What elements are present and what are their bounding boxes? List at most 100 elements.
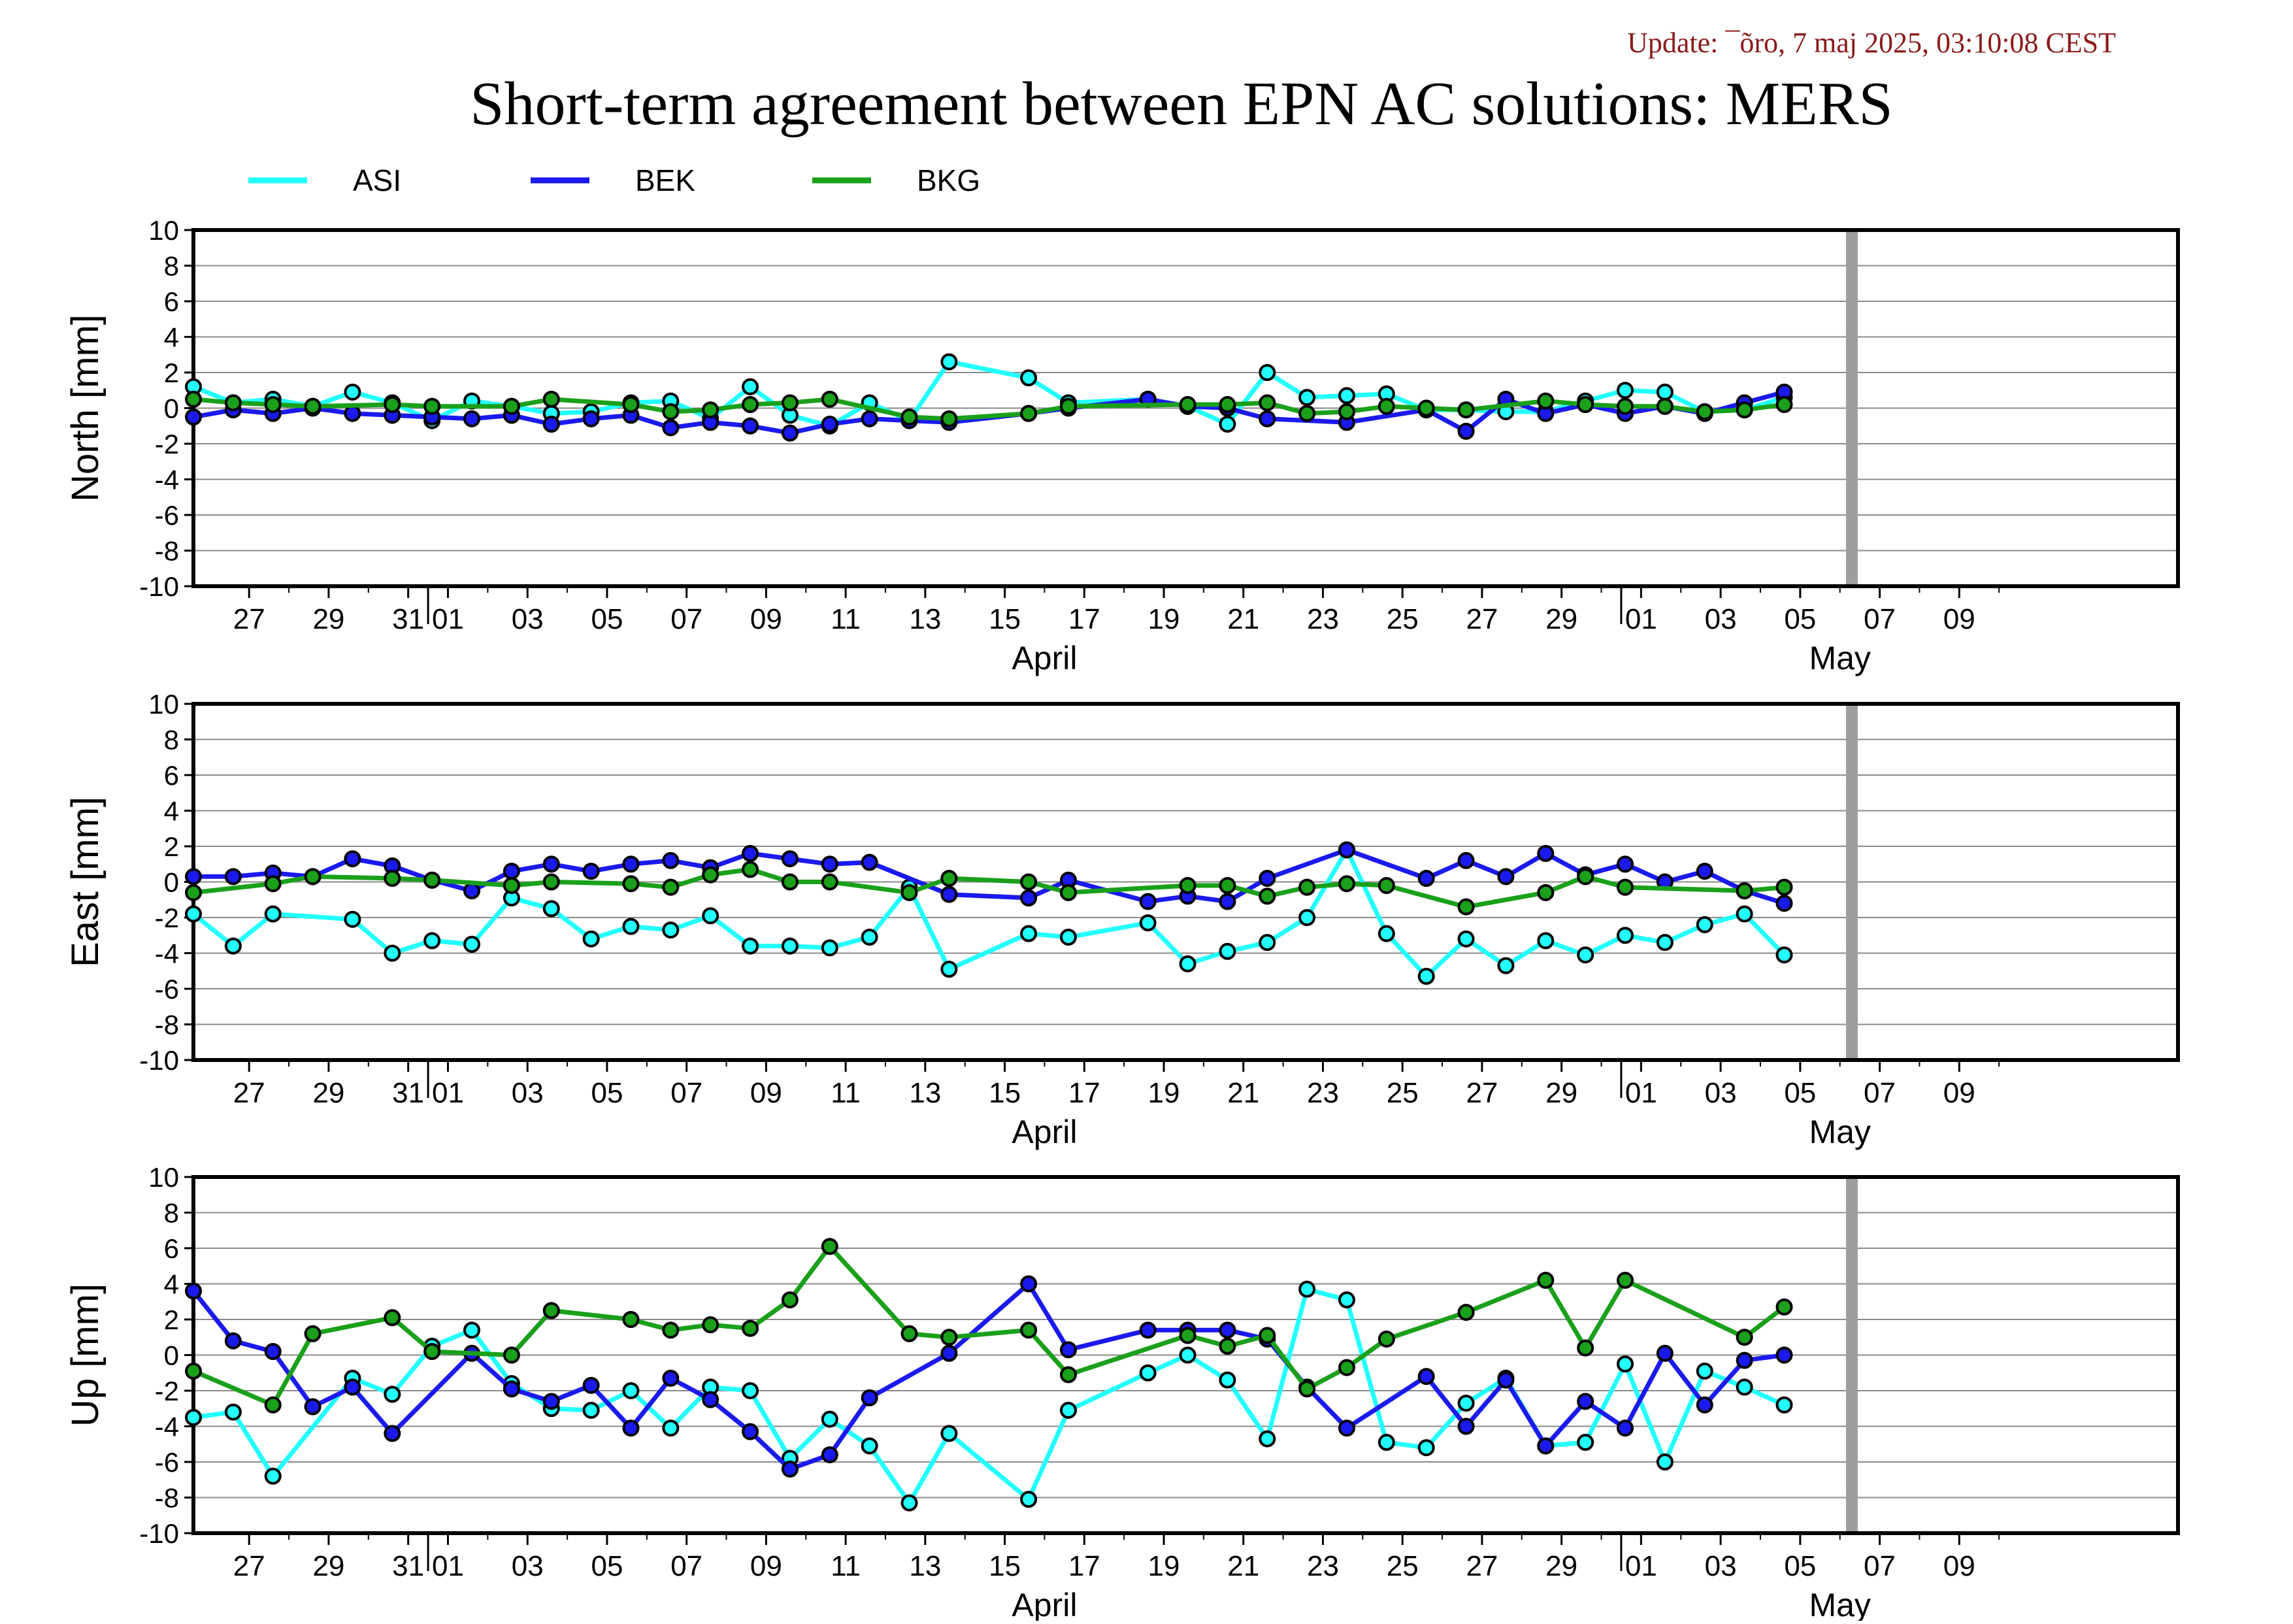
data-point-asi bbox=[940, 961, 958, 978]
data-point-bkg bbox=[542, 390, 560, 408]
data-point-bkg bbox=[1457, 898, 1475, 916]
data-point-bkg bbox=[781, 873, 799, 891]
data-point-bek bbox=[861, 1389, 878, 1406]
x-tick-label: 21 bbox=[1227, 603, 1259, 635]
x-tick-label: 29 bbox=[312, 1077, 344, 1109]
data-point-bek bbox=[1417, 870, 1435, 887]
data-point-bek bbox=[1696, 1396, 1713, 1414]
data-point-bek bbox=[503, 863, 520, 880]
data-point-bkg bbox=[423, 397, 441, 415]
y-tick-label: 10 bbox=[148, 215, 179, 246]
data-point-asi bbox=[1696, 1363, 1713, 1380]
data-point-bek bbox=[861, 853, 878, 871]
series-bkg-east bbox=[185, 861, 1793, 916]
data-point-bek bbox=[1219, 893, 1236, 910]
x-tick-label: 09 bbox=[1943, 1077, 1975, 1109]
x-tick-label: 27 bbox=[233, 1550, 265, 1582]
y-tick-label: 8 bbox=[164, 1198, 179, 1229]
data-point-bek bbox=[781, 850, 799, 868]
data-point-bkg bbox=[1059, 884, 1077, 901]
month-label: April bbox=[1012, 1114, 1077, 1150]
y-tick-label: -10 bbox=[139, 1045, 179, 1076]
x-tick-label: 07 bbox=[670, 1550, 702, 1582]
data-point-bek bbox=[742, 417, 759, 435]
data-point-asi bbox=[1139, 914, 1157, 932]
data-point-asi bbox=[1259, 364, 1276, 381]
x-tick-label: 19 bbox=[1148, 1077, 1180, 1109]
data-point-bek bbox=[344, 1378, 361, 1396]
data-point-bkg bbox=[1020, 873, 1038, 891]
data-point-asi bbox=[1377, 1434, 1395, 1451]
x-tick-label: 23 bbox=[1307, 1077, 1339, 1109]
data-point-bkg bbox=[1298, 1380, 1316, 1398]
data-point-asi bbox=[542, 900, 560, 918]
data-point-bek bbox=[1020, 889, 1038, 907]
x-tick-label: 31 bbox=[392, 1077, 424, 1109]
y-axis-label-north: North [mm] bbox=[64, 314, 107, 502]
data-point-asi bbox=[1020, 925, 1038, 942]
data-point-asi bbox=[1259, 1430, 1276, 1448]
data-point-bkg bbox=[702, 401, 719, 419]
data-point-asi bbox=[821, 1410, 838, 1428]
x-tick-label: 29 bbox=[1545, 1550, 1577, 1582]
data-point-asi bbox=[1259, 934, 1276, 952]
data-point-bkg bbox=[940, 870, 958, 887]
chart-title: Short-term agreement between EPN AC solu… bbox=[470, 70, 1892, 138]
data-point-bkg bbox=[1736, 1329, 1753, 1346]
data-point-bek bbox=[1617, 1419, 1634, 1437]
legend-label-asi: ASI bbox=[353, 163, 401, 197]
data-point-bkg bbox=[503, 876, 520, 894]
data-point-bek bbox=[1139, 893, 1157, 910]
data-point-asi bbox=[224, 937, 242, 955]
data-point-asi bbox=[1417, 1439, 1435, 1457]
data-point-bkg bbox=[1377, 876, 1395, 894]
x-tick-label: 03 bbox=[512, 1077, 544, 1109]
data-point-bek bbox=[1259, 410, 1276, 427]
data-point-bkg bbox=[1298, 405, 1316, 422]
data-point-bek bbox=[1537, 844, 1555, 862]
update-timestamp: Update: ¯õro, 7 maj 2025, 03:10:08 CEST bbox=[1627, 27, 2116, 59]
data-point-bek bbox=[1259, 870, 1276, 887]
data-point-bkg bbox=[304, 1325, 322, 1342]
data-point-bek bbox=[264, 1343, 282, 1361]
y-tick-label: 4 bbox=[164, 796, 179, 827]
data-point-asi bbox=[1417, 967, 1435, 985]
y-tick-label: 10 bbox=[148, 689, 179, 720]
data-point-bkg bbox=[1259, 1327, 1276, 1344]
x-tick-label: 17 bbox=[1068, 1077, 1100, 1109]
month-label: April bbox=[1012, 1587, 1077, 1621]
y-tick-label: 0 bbox=[164, 393, 179, 424]
data-point-bek bbox=[1219, 1321, 1236, 1339]
data-point-asi bbox=[185, 1408, 202, 1426]
data-point-bkg bbox=[1338, 1359, 1355, 1376]
data-point-bek bbox=[622, 855, 640, 873]
x-tick-label: 07 bbox=[1864, 603, 1896, 635]
x-tick-label: 09 bbox=[750, 1077, 782, 1109]
data-point-bkg bbox=[900, 884, 918, 901]
data-point-bek bbox=[1338, 1419, 1355, 1437]
x-tick-label: 31 bbox=[392, 1550, 424, 1582]
data-point-bkg bbox=[542, 873, 560, 891]
x-tick-label: 13 bbox=[909, 1550, 941, 1582]
data-point-asi bbox=[344, 383, 361, 401]
data-point-bkg bbox=[1219, 396, 1236, 414]
data-point-bkg bbox=[304, 397, 322, 415]
data-point-asi bbox=[742, 378, 759, 395]
data-point-asi bbox=[781, 937, 799, 955]
data-point-bek bbox=[503, 1380, 520, 1398]
data-point-asi bbox=[582, 1401, 600, 1419]
data-point-bek bbox=[662, 852, 680, 869]
x-tick-label: 01 bbox=[432, 1077, 464, 1109]
data-point-bkg bbox=[185, 884, 202, 901]
data-point-asi bbox=[1577, 946, 1594, 964]
data-point-bkg bbox=[742, 861, 759, 878]
x-tick-label: 21 bbox=[1227, 1550, 1259, 1582]
x-tick-label: 23 bbox=[1307, 1550, 1339, 1582]
data-point-bek bbox=[821, 855, 838, 873]
data-point-bek bbox=[662, 1369, 680, 1387]
y-tick-label: 4 bbox=[164, 1269, 179, 1300]
data-point-bkg bbox=[1059, 1366, 1077, 1384]
data-point-bkg bbox=[742, 396, 759, 414]
data-point-bek bbox=[1497, 1371, 1515, 1389]
x-tick-label: 23 bbox=[1307, 603, 1339, 635]
